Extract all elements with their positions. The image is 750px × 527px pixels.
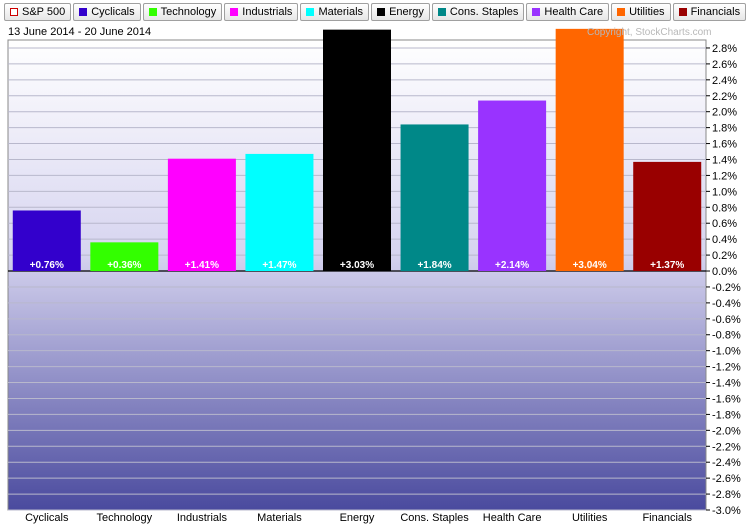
y-tick-label: -2.0% [712, 425, 741, 437]
legend-label: Cons. Staples [449, 6, 519, 18]
y-tick-label: -2.6% [712, 473, 741, 485]
data-label: +0.36% [107, 260, 141, 271]
y-tick-label: 1.8% [712, 123, 737, 135]
x-tick-label: Energy [340, 512, 375, 524]
y-tick-label: -2.8% [712, 489, 741, 501]
y-tick-label: 0.0% [712, 266, 737, 278]
bar-financials [633, 161, 702, 272]
data-label: +1.84% [417, 260, 451, 271]
y-tick-label: 2.4% [712, 75, 737, 87]
legend-label: Utilities [629, 6, 665, 18]
data-label: +1.47% [262, 260, 296, 271]
bar-materials [245, 153, 314, 272]
legend-tab-health-care[interactable]: Health Care [526, 3, 610, 21]
legend-tab-industrials[interactable]: Industrials [224, 3, 299, 21]
data-label: +1.41% [185, 260, 219, 271]
y-tick-label: -1.0% [712, 346, 741, 358]
legend-tab-financials[interactable]: Financials [672, 3, 747, 21]
y-tick-label: -2.4% [712, 457, 741, 469]
bar-cyclicals [12, 210, 81, 272]
legend-swatch [79, 8, 88, 16]
x-tick-label: Health Care [483, 512, 542, 524]
y-tick-label: -1.4% [712, 378, 741, 390]
legend-label: Financials [690, 6, 741, 18]
y-tick-label: -1.2% [712, 362, 741, 374]
y-tick-label: -3.0% [712, 505, 741, 517]
legend-swatch [306, 8, 315, 16]
y-tick-label: -0.8% [712, 330, 741, 342]
y-tick-label: 0.4% [712, 234, 737, 246]
legend-swatch [532, 8, 541, 16]
legend-label: Materials [318, 6, 364, 18]
data-label: +0.76% [30, 260, 64, 271]
data-labels: +0.76% +0.36% +1.41% +1.47% +3.03% +1.84% +2.1… [30, 260, 685, 271]
y-tick-label: -0.6% [712, 314, 741, 326]
legend-swatch [617, 8, 626, 16]
y-tick-label: 0.2% [712, 250, 737, 262]
bar-cons-staples [400, 124, 469, 272]
y-tick-label: 1.2% [712, 170, 737, 182]
legend-label: Technology [160, 6, 217, 18]
y-tick-label: 0.8% [712, 202, 737, 214]
y-tick-label: 1.4% [712, 154, 737, 166]
y-axis-ticks: 2.8% 2.6% 2.4% 2.2% 2.0% 1.8% 1.6% 1.4% 1.2% 1.0%… [706, 43, 741, 517]
bar-energy [323, 29, 391, 272]
y-tick-label: 2.6% [712, 59, 737, 71]
y-tick-label: -2.2% [712, 441, 741, 453]
x-tick-label: Utilities [572, 512, 608, 524]
bar-utilities [555, 28, 624, 272]
y-tick-label: 0.6% [712, 218, 737, 230]
y-tick-label: 2.0% [712, 107, 737, 119]
y-tick-label: 2.8% [712, 43, 737, 55]
bar-health-care [478, 100, 547, 272]
y-tick-label: -0.4% [712, 298, 741, 310]
y-tick-label: 1.0% [712, 186, 737, 198]
sector-legend-tabs: S&P 500 Cyclicals Technology Industrials Mat… [4, 3, 747, 23]
bar-industrials [167, 158, 236, 272]
legend-label: S&P 500 [22, 6, 66, 18]
legend-swatch [148, 8, 157, 16]
data-label: +3.04% [573, 260, 607, 271]
data-label: +3.03% [340, 260, 374, 271]
data-label: +2.14% [495, 260, 529, 271]
data-label: +1.37% [650, 260, 684, 271]
legend-tab-cons-staples[interactable]: Cons. Staples [431, 3, 525, 21]
y-tick-label: 2.2% [712, 91, 737, 103]
x-axis-ticks: Cyclicals Technology Industrials Materials E… [25, 512, 692, 524]
bars [12, 28, 702, 272]
bar-technology [90, 242, 159, 272]
y-tick-label: -0.2% [712, 282, 741, 294]
legend-label: Cyclicals [91, 6, 135, 18]
copyright-text: Copyright, StockCharts.com [587, 27, 712, 38]
legend-label: Energy [389, 6, 424, 18]
legend-label: Health Care [544, 6, 604, 18]
legend-label: Industrials [242, 6, 293, 18]
legend-tab-energy[interactable]: Energy [371, 3, 430, 21]
y-tick-label: 1.6% [712, 139, 737, 151]
x-tick-label: Technology [97, 512, 153, 524]
legend-tab-technology[interactable]: Technology [142, 3, 223, 21]
legend-tab-materials[interactable]: Materials [300, 3, 370, 21]
legend-tab-s-p-500[interactable]: S&P 500 [4, 3, 72, 21]
x-tick-label: Materials [257, 512, 302, 524]
y-tick-label: -1.8% [712, 409, 741, 421]
legend-swatch [230, 8, 239, 16]
x-tick-label: Industrials [177, 512, 228, 524]
legend-swatch [377, 8, 386, 16]
legend-swatch [437, 8, 446, 16]
legend-tab-cyclicals[interactable]: Cyclicals [73, 3, 141, 21]
legend-tab-utilities[interactable]: Utilities [611, 3, 671, 21]
legend-swatch [678, 8, 687, 16]
date-range: 13 June 2014 - 20 June 2014 [8, 26, 152, 38]
x-tick-label: Cyclicals [25, 512, 69, 524]
legend-swatch [10, 8, 18, 16]
x-tick-label: Financials [642, 512, 692, 524]
y-tick-label: -1.6% [712, 393, 741, 405]
x-tick-label: Cons. Staples [400, 512, 469, 524]
